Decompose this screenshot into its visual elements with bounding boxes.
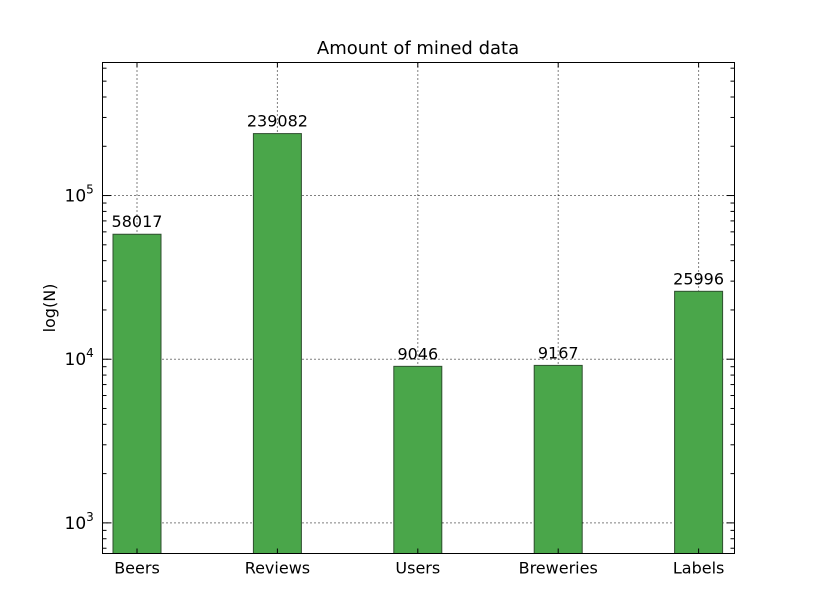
data-label-reviews: 239082 bbox=[247, 112, 308, 131]
chart-title: Amount of mined data bbox=[317, 38, 519, 59]
y-axis-label: log(N) bbox=[40, 284, 59, 333]
data-label-labels: 25996 bbox=[673, 269, 724, 288]
bar-reviews bbox=[252, 133, 302, 554]
y-tick-label: 105 bbox=[65, 183, 94, 207]
x-tick-label-breweries: Breweries bbox=[519, 559, 598, 578]
y-tick-label: 104 bbox=[65, 346, 94, 370]
x-tick-label-labels: Labels bbox=[673, 559, 725, 578]
bar-beers bbox=[112, 233, 162, 554]
ticks-layer: Beers Reviews Users Breweries Labels 103 104 10… bbox=[65, 62, 735, 578]
x-tick-label-reviews: Reviews bbox=[245, 559, 310, 578]
data-label-beers: 58017 bbox=[112, 212, 163, 231]
data-labels-layer: 58017 239082 9046 9167 25996 bbox=[112, 112, 725, 364]
bar-breweries bbox=[533, 364, 583, 554]
bar-users bbox=[393, 365, 443, 554]
x-tick-label-beers: Beers bbox=[114, 559, 160, 578]
bar-labels bbox=[674, 290, 724, 554]
plot-area-frame bbox=[102, 62, 735, 554]
x-tick-label-users: Users bbox=[395, 559, 440, 578]
bars-layer bbox=[112, 133, 724, 554]
y-tick-label: 103 bbox=[65, 510, 94, 534]
data-label-users: 9046 bbox=[397, 344, 438, 363]
data-label-breweries: 9167 bbox=[538, 343, 579, 362]
